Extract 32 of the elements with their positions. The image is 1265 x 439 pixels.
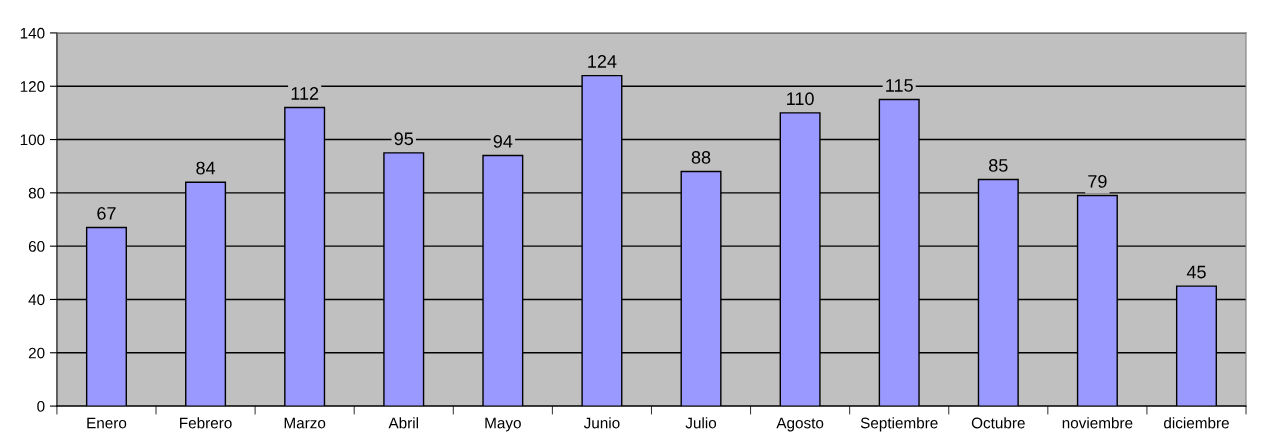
- y-tick-label: 40: [28, 294, 45, 306]
- data-label: 67: [97, 206, 116, 220]
- y-tick-label: 120: [20, 81, 45, 92]
- data-label: 95: [394, 132, 414, 146]
- data-label: 84: [196, 161, 216, 175]
- data-label: 124: [588, 55, 617, 68]
- data-label: 115: [886, 79, 913, 92]
- x-tick-label: noviembre: [1062, 417, 1133, 429]
- x-tick-label: Abril: [388, 417, 419, 429]
- x-tick-label: Agosto: [776, 417, 824, 432]
- y-tick-label: 0: [37, 400, 45, 412]
- x-tick-label: diciembre: [1164, 417, 1229, 429]
- data-label: 112: [291, 87, 319, 100]
- data-label: 110: [787, 92, 814, 106]
- x-tick-label: Septiembre: [860, 417, 938, 432]
- data-label: 94: [493, 135, 513, 148]
- y-tick-label: 80: [28, 187, 45, 199]
- x-tick-label: Julio: [685, 417, 717, 429]
- y-tick-label: 60: [28, 241, 45, 252]
- x-tick-label: Junio: [583, 417, 620, 429]
- y-tick-label: 20: [28, 347, 45, 359]
- y-tick-label: 140: [20, 27, 45, 39]
- x-tick-label: Enero: [87, 417, 127, 429]
- x-tick-label: Marzo: [284, 417, 326, 429]
- data-label: 79: [1088, 174, 1107, 188]
- data-label: 85: [989, 159, 1008, 172]
- data-label: 88: [691, 151, 711, 164]
- y-tick-label: 100: [20, 134, 45, 146]
- x-tick-label: Mayo: [485, 417, 521, 432]
- data-label: 45: [1186, 265, 1206, 279]
- x-tick-label: Febrero: [180, 417, 232, 429]
- x-tick-label: Octubre: [971, 417, 1025, 429]
